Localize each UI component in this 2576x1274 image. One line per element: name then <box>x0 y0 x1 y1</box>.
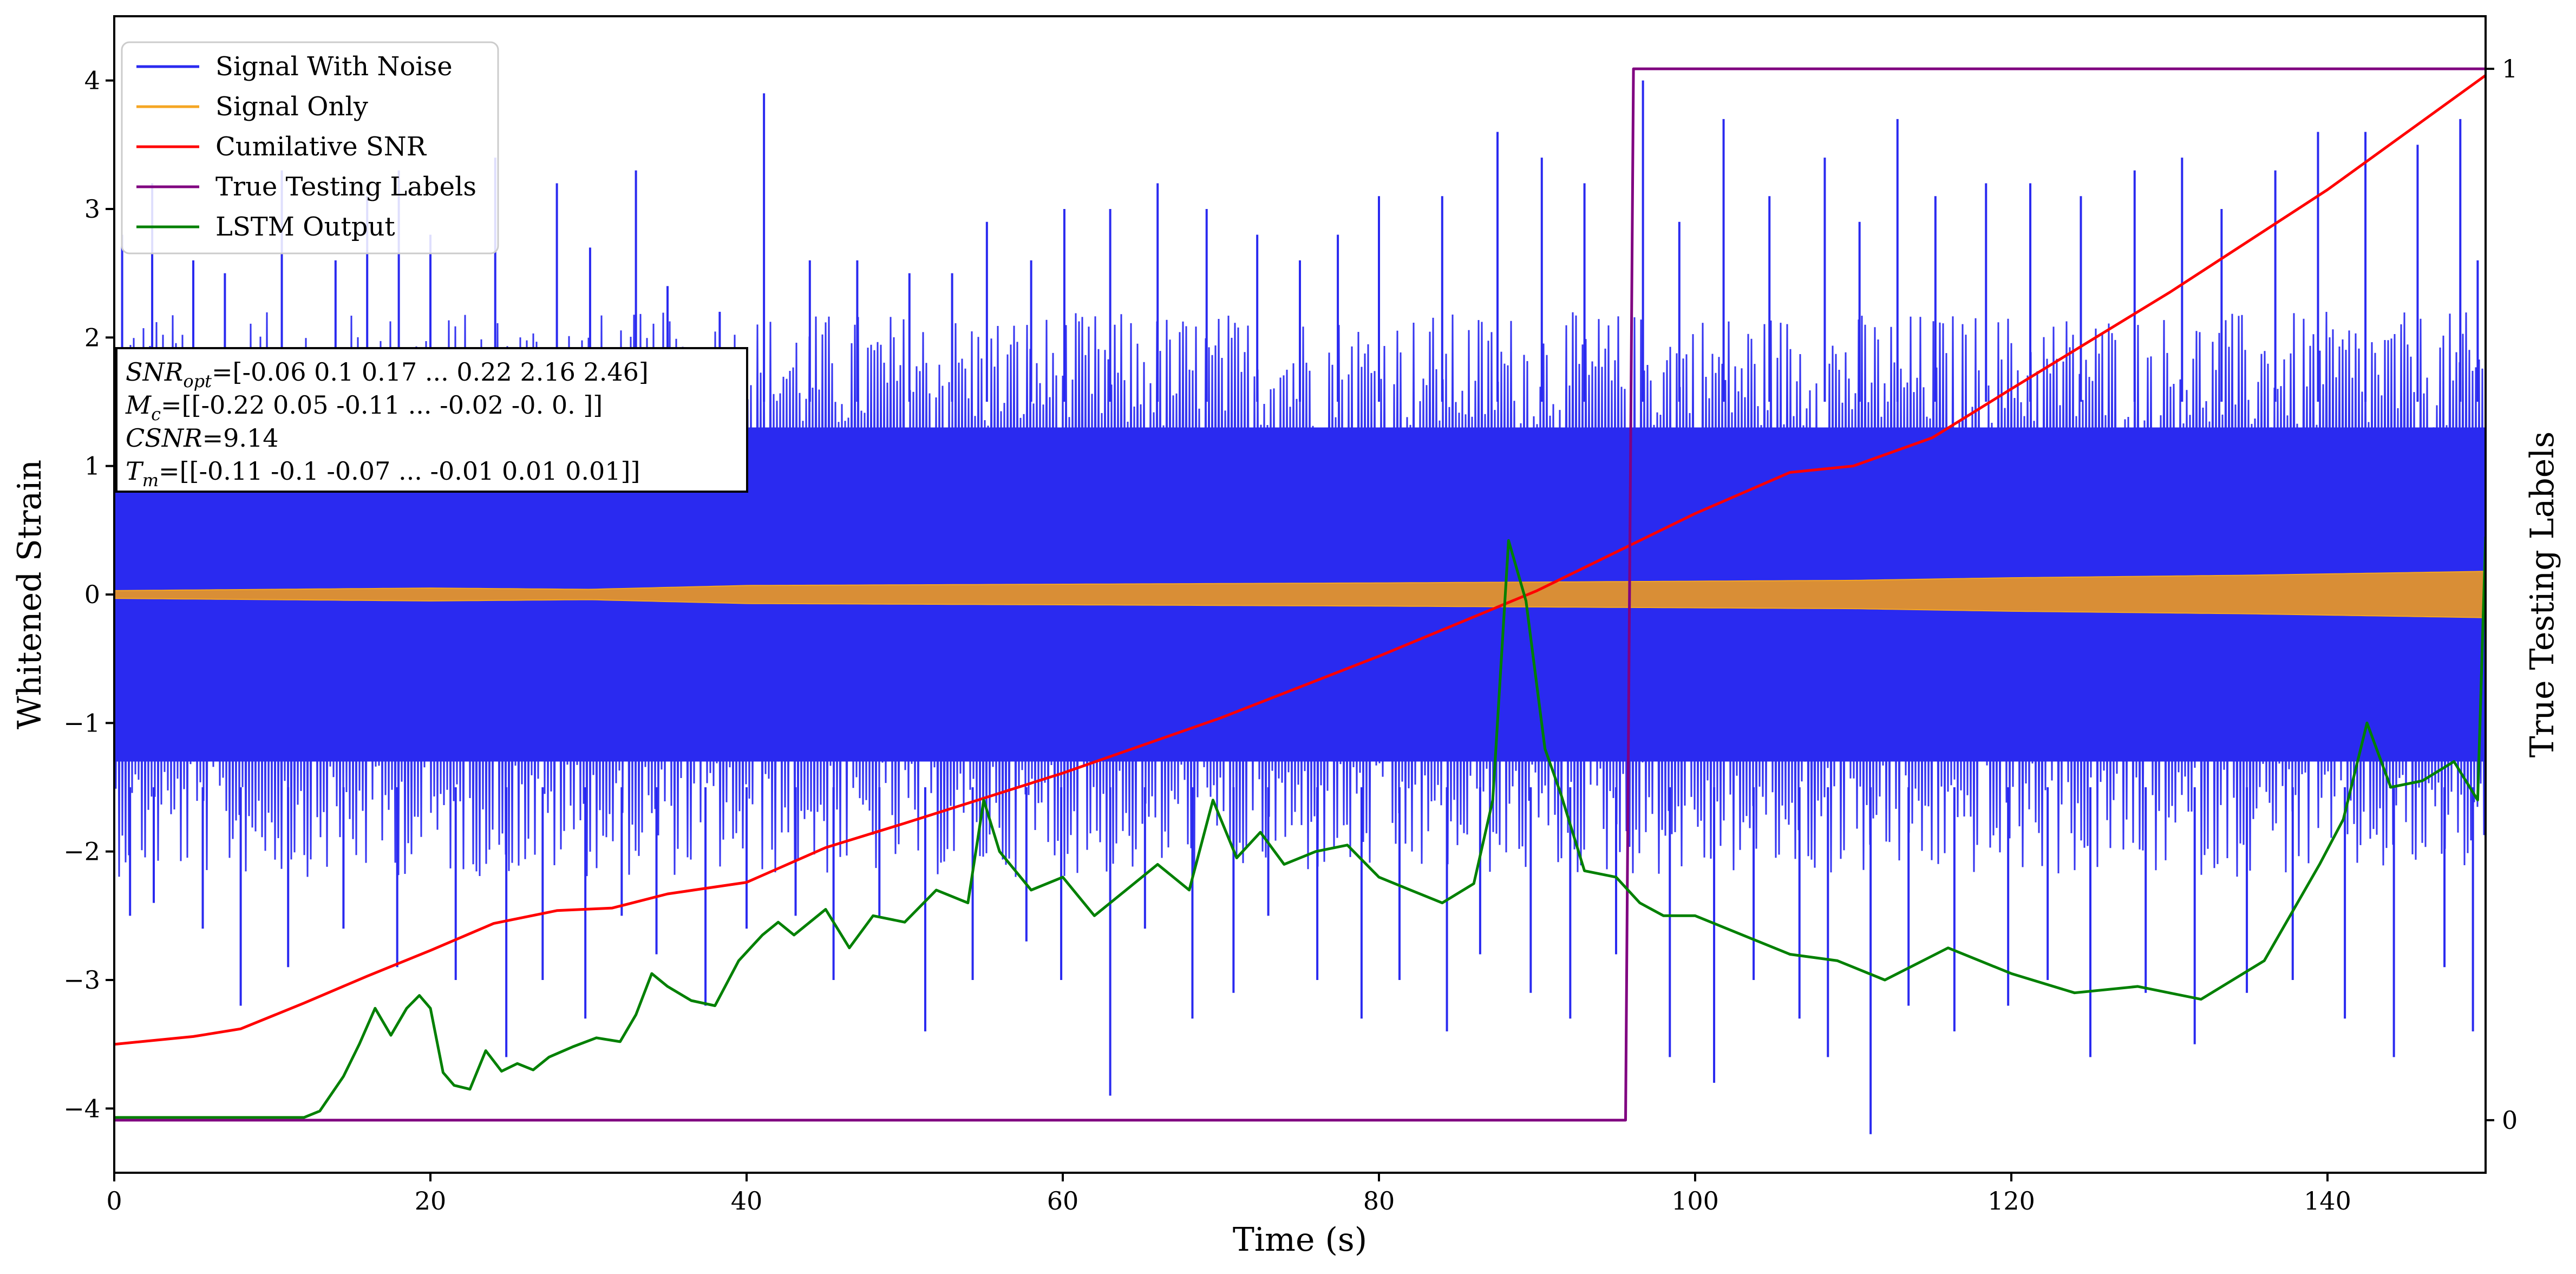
y-axis-right-ticks: 01 <box>2486 54 2518 1135</box>
true-testing-labels-path <box>114 67 2486 1122</box>
y2-tick-label: 1 <box>2502 54 2518 83</box>
legend-box <box>121 41 499 254</box>
signal-only-envelope <box>114 571 2486 618</box>
annotation-line: SNRopt=[-0.06 0.1 0.17 ... 0.22 2.16 2.4… <box>126 357 649 391</box>
lstm-output-path <box>114 537 2486 1119</box>
signal-only-band <box>114 571 2486 618</box>
y-tick-label: −3 <box>63 965 100 995</box>
x-axis-label: Time (s) <box>1233 1221 1367 1259</box>
y-tick-label: 2 <box>84 323 100 352</box>
x-tick-label: 0 <box>106 1186 122 1216</box>
x-tick-label: 60 <box>1047 1186 1079 1216</box>
legend-label: Cumilative SNR <box>215 132 427 162</box>
y-tick-label: 0 <box>84 580 100 609</box>
x-tick-label: 40 <box>731 1186 763 1216</box>
x-tick-label: 20 <box>415 1186 447 1216</box>
y-tick-label: 4 <box>84 66 100 95</box>
y-tick-label: 3 <box>84 194 100 224</box>
x-axis-ticks: 0 20 40 60 80 100 120 140 <box>106 1173 2351 1216</box>
lstm-output-line <box>114 537 2486 1119</box>
y-tick-label: −1 <box>63 708 100 737</box>
legend-label: LSTM Output <box>215 212 395 242</box>
annotation-box <box>115 347 748 493</box>
x-tick-label: 100 <box>1671 1186 1719 1216</box>
legend-label: True Testing Labels <box>215 172 476 202</box>
cumulative-snr-path <box>114 74 2486 1046</box>
annotation-line: Tm=[[-0.11 -0.1 -0.07 ... -0.01 0.01 0.0… <box>126 456 640 491</box>
annotation-line: CSNR=9.14 <box>126 423 279 453</box>
cumulative-snr-line <box>114 74 2486 1046</box>
y-axis-left-ticks: −4 −3 −2 −1 0 1 2 3 4 <box>63 66 114 1123</box>
x-tick-label: 120 <box>1987 1186 2035 1216</box>
y-tick-label: −4 <box>63 1094 100 1123</box>
x-tick-label: 80 <box>1363 1186 1395 1216</box>
y-tick-label: 1 <box>84 452 100 481</box>
annotation-line: Mc=[[-0.22 0.05 -0.11 ... -0.02 -0. 0. ]… <box>125 390 603 424</box>
x-tick-label: 140 <box>2304 1186 2351 1216</box>
y-axis-right-label: True Testing Labels <box>2523 432 2561 758</box>
true-testing-labels-line <box>114 67 2486 1122</box>
stats-annotation: SNRopt=[-0.06 0.1 0.17 ... 0.22 2.16 2.4… <box>115 347 748 493</box>
y-tick-label: −2 <box>63 837 100 866</box>
legend-label: Signal Only <box>215 92 368 122</box>
y2-tick-label: 0 <box>2502 1106 2518 1135</box>
legend: Signal With Noise Signal Only Cumilative S… <box>121 41 499 254</box>
y-axis-left-label: Whitened Strain <box>11 460 49 729</box>
legend-label: Signal With Noise <box>215 51 453 82</box>
